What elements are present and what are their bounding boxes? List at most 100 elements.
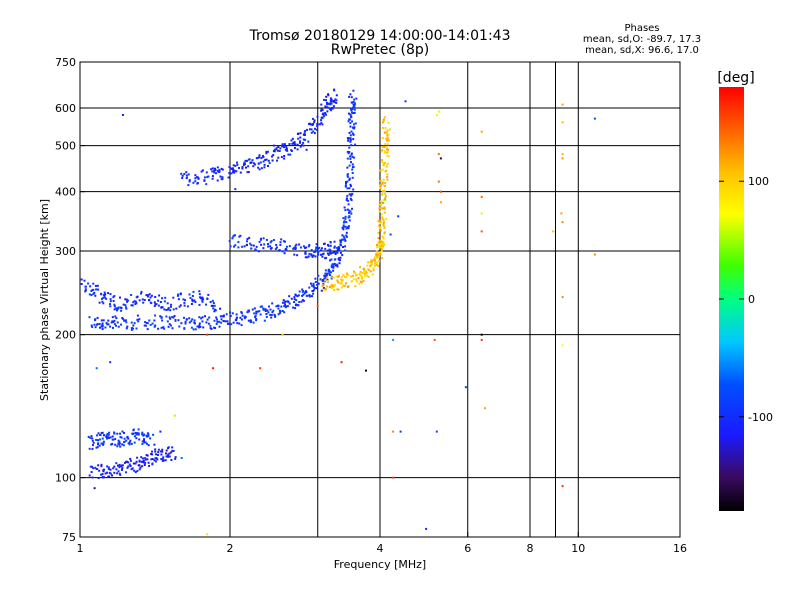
scatter-point [480,338,483,341]
trace-point [141,465,144,468]
trace-point [348,178,351,181]
trace-point [113,295,116,297]
trace-point [235,319,238,321]
trace-point [91,437,94,440]
trace-point [331,251,334,254]
trace-point [167,446,170,449]
trace-point [204,315,206,318]
scatter-point [173,414,176,417]
trace-point [332,269,335,272]
trace-point [344,225,347,228]
trace-point [213,326,215,329]
trace-point [160,306,163,309]
trace-point [240,324,243,327]
trace-point [335,264,337,267]
trace-point [190,303,193,305]
trace-point [105,321,108,324]
trace-point [308,252,311,255]
trace-point [91,326,94,328]
trace-point [124,304,127,307]
colorbar-tick-label: 100 [748,175,769,188]
trace-point [183,316,185,319]
trace-point [370,259,373,261]
trace-point [326,278,329,281]
trace-point [196,325,199,328]
trace-point [266,309,269,312]
trace-point [308,294,311,297]
trace-point [350,161,352,164]
trace-point [321,255,324,258]
trace-point [384,192,387,195]
trace-point [132,327,135,330]
trace-point [127,442,130,445]
trace-point [126,325,129,328]
trace-point [386,154,389,157]
trace-point [110,443,113,446]
trace-point [240,318,243,321]
trace-point [229,311,231,314]
trace-point [97,443,99,446]
trace-point [201,169,204,172]
trace-point [348,177,351,180]
trace-point [324,247,327,250]
trace-point [94,284,97,287]
trace-point [274,315,277,317]
trace-point [310,123,313,126]
trace-point [134,432,137,434]
trace-point [94,326,97,329]
x-tick-label: 6 [464,542,471,555]
trace-point [134,471,137,474]
trace-point [331,287,333,289]
trace-point [116,432,119,435]
trace-point [108,431,111,434]
trace-point [272,309,275,312]
trace-point [353,126,356,129]
trace-point [109,293,112,296]
trace-point [385,195,387,198]
trace-point [209,301,212,303]
trace-point [117,306,120,309]
trace-point [268,162,271,165]
trace-point [382,199,385,201]
trace-point [230,172,233,175]
trace-point [112,438,115,441]
trace-point [333,246,336,249]
trace-point [165,455,168,458]
trace-point [279,244,282,246]
data-points [80,88,596,536]
x-tick-label: 16 [673,542,687,555]
trace-point [348,187,351,190]
trace-point [197,177,200,180]
trace-point [161,319,164,322]
trace-point [102,302,105,305]
trace-point [154,448,157,451]
trace-point [100,325,103,328]
trace-point [130,321,133,324]
trace-point [243,245,246,248]
trace-point [183,304,186,307]
trace-point [252,165,255,168]
trace-point [272,154,275,157]
trace-point [383,231,386,234]
trace-point [198,303,201,306]
trace-point [329,252,332,255]
scatter-point [480,130,483,133]
trace-point [169,317,172,320]
trace-point [292,247,295,250]
trace-point [329,108,332,110]
trace-point [143,299,146,301]
trace-point [311,255,314,258]
trace-point [107,292,110,295]
trace-point [386,139,388,142]
trace-point [122,444,125,447]
trace-point [205,303,207,306]
trace-point [120,323,123,326]
trace-point [241,314,244,317]
trace-point [302,290,305,292]
trace-point [113,308,116,311]
trace-point [100,319,103,322]
trace-point [121,468,123,471]
trace-point [139,466,142,469]
trace-point [83,279,86,282]
trace-point [154,303,157,306]
